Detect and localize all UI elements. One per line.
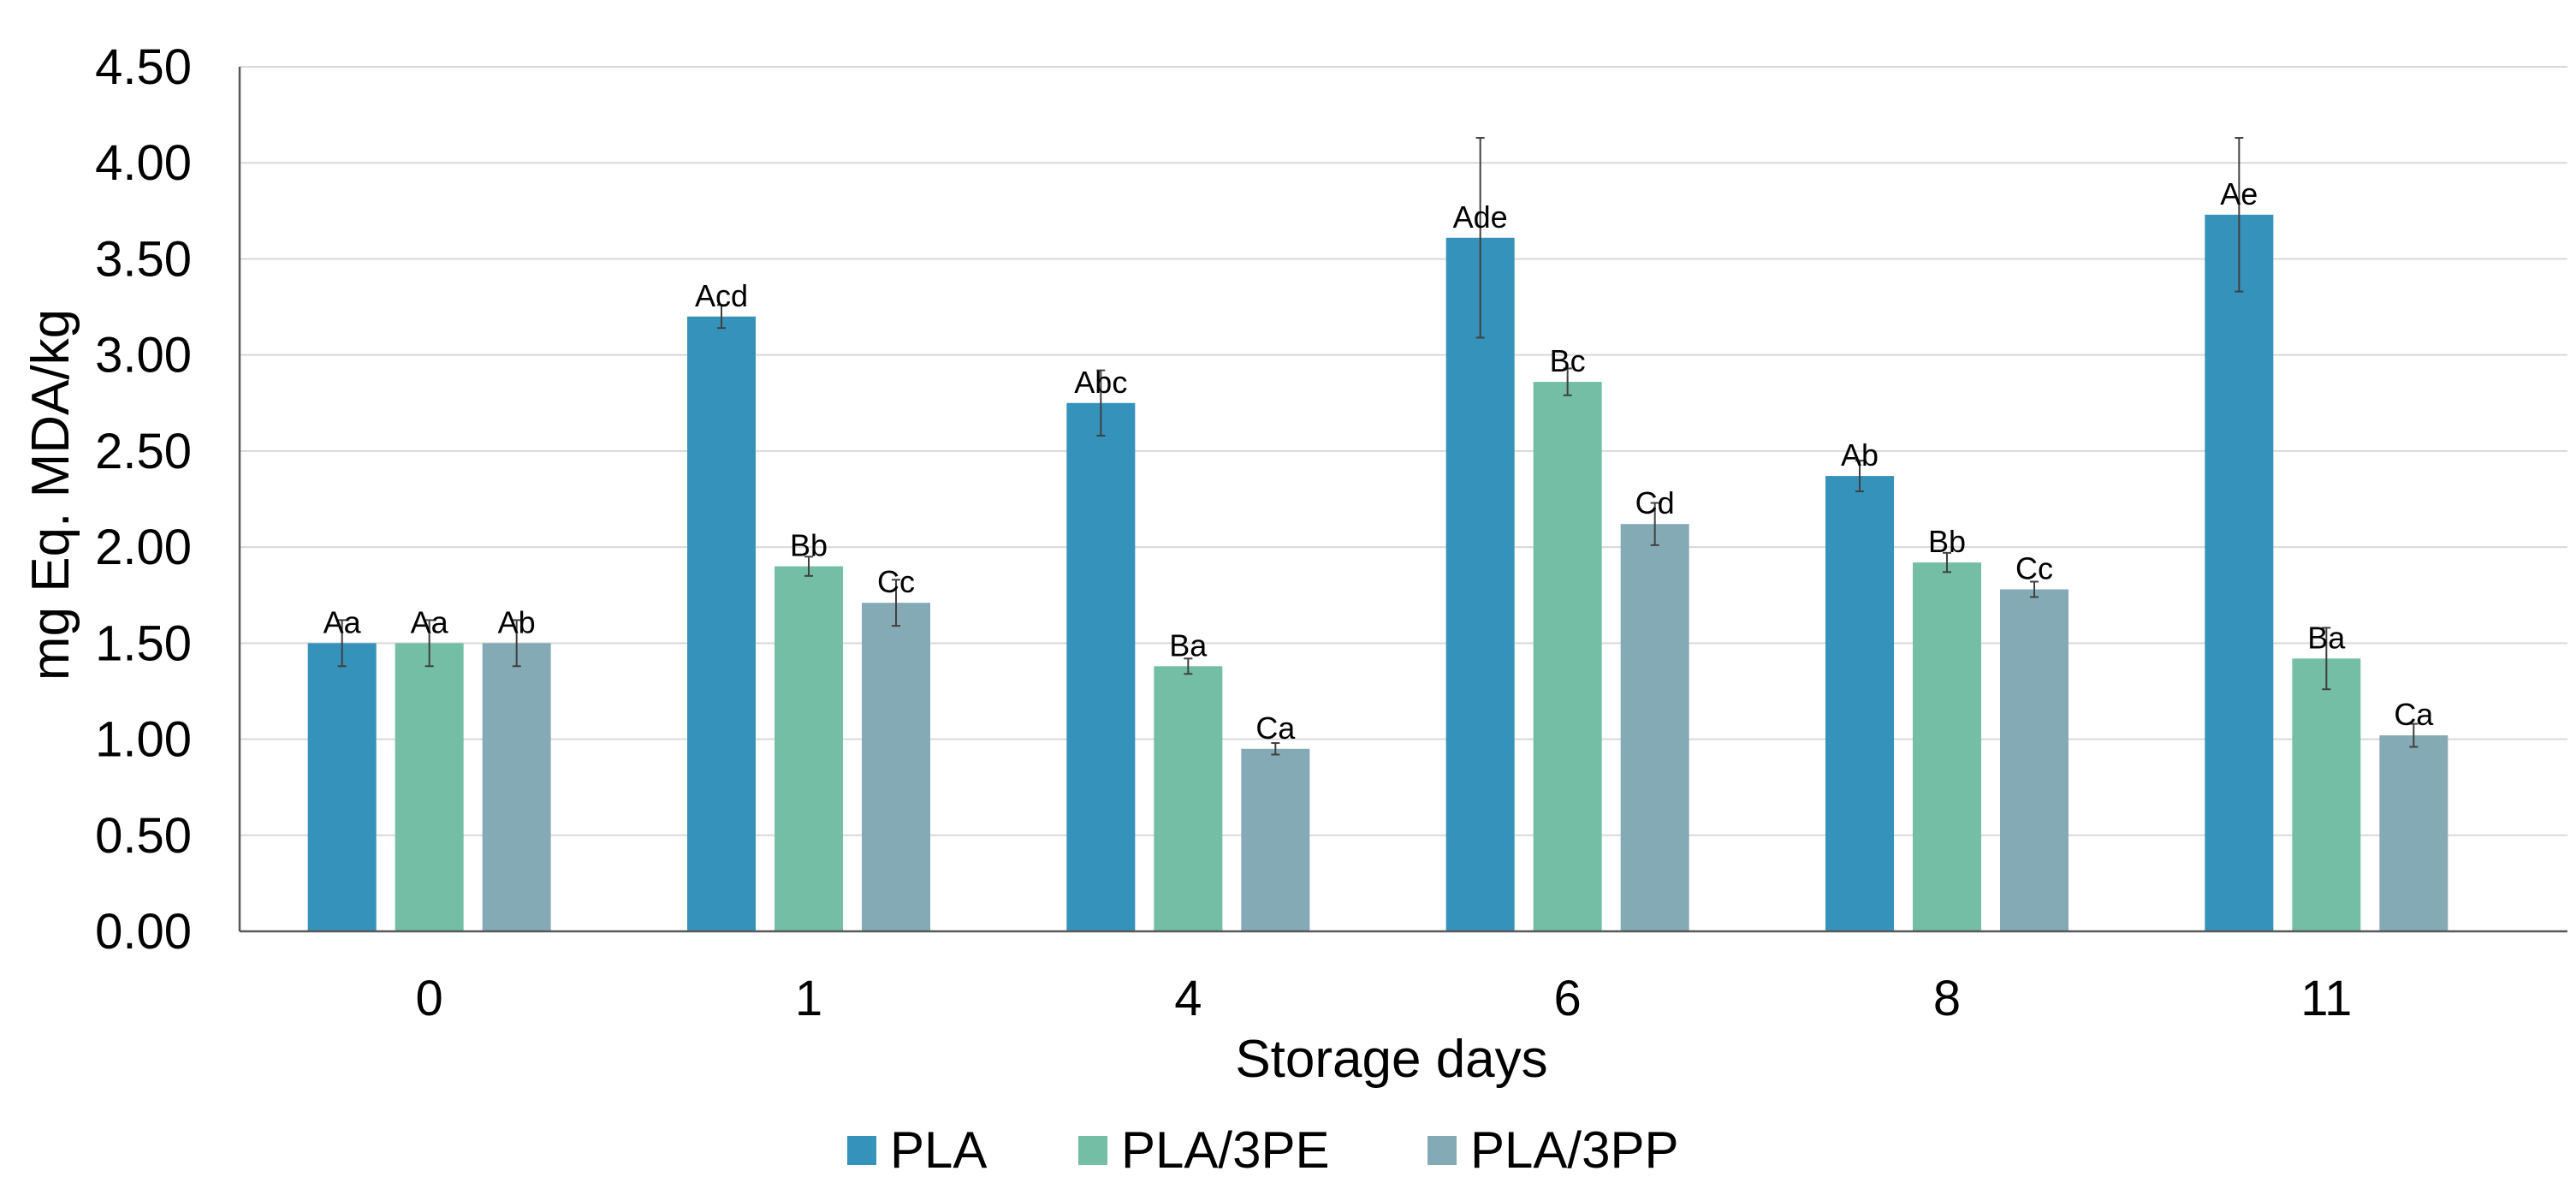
error-bar-pla-3pp-day-1 [892,579,900,627]
data-label-pla-3pp-day-8: Cc [2015,550,2053,586]
data-label-pla-3pe-day-0: Aa [411,604,449,639]
y-tick-label: 3.50 [95,231,192,287]
y-axis-title: mg Eq. MDA/kg [21,309,80,681]
x-tick-label: 1 [795,971,822,1026]
error-bar-pla-3pe-day-6 [1563,367,1572,396]
error-bar-pla-3pp-day-8 [2030,580,2039,598]
x-tick-label: 6 [1554,971,1582,1026]
bar-pla-3pp-day-1 [862,603,930,931]
data-label-pla-day-0: Aa [323,604,362,639]
error-bar-pla-day-6 [1475,137,1485,339]
bar-pla-3pp-day-4 [1241,748,1310,931]
y-tick-label: 0.00 [95,904,192,960]
error-bar-pla-3pe-day-8 [1943,551,1951,574]
error-bars [337,137,2419,756]
data-label-pla-3pe-day-11: Ba [2307,620,2346,655]
bar-pla-day-0 [307,643,377,931]
data-label-pla-3pp-day-4: Ca [1255,710,1296,746]
bar-pla-day-6 [1445,237,1515,931]
data-labels: Aa Aa Ab Acd Bb Cc Abc Ba Ca Ade Bc Cd Ab Bb Cc Ae Ba Ca [323,176,2435,746]
legend-swatch-pla-3pp [1427,1136,1457,1165]
y-tick-label: 2.50 [95,424,192,479]
bar-pla-day-8 [1825,476,1894,931]
error-bar-pla-day-0 [337,619,347,668]
legend-label-pla-3pp: PLA/3PP [1470,1121,1679,1177]
bar-pla-3pe-day-1 [775,566,843,931]
legend-swatch-pla [847,1136,876,1165]
bar-pla-3pe-day-6 [1533,382,1602,932]
legend-label-pla-3pe: PLA/3PE [1121,1121,1330,1177]
axes: 0.00 0.50 1.00 1.50 2.00 2.50 3.00 3.50 4.00 4.50… [95,39,2567,1026]
error-bar-pla-day-4 [1096,369,1106,437]
bar-pla-3pp-day-0 [482,643,551,931]
data-label-pla-3pp-day-1: Cc [877,564,915,599]
error-bar-pla-3pe-day-0 [424,619,434,668]
data-label-pla-3pe-day-8: Bb [1928,524,1966,559]
bar-pla-3pe-day-11 [2292,658,2361,931]
bar-pla-day-4 [1066,402,1136,931]
data-label-pla-day-4: Abc [1074,365,1127,400]
data-label-pla-3pe-day-6: Bc [1550,343,1586,378]
y-tick-label: 3.00 [95,328,192,383]
y-tick-label: 4.50 [95,39,192,95]
y-tick-label: 2.00 [95,520,192,575]
error-bar-pla-3pe-day-1 [804,556,813,577]
data-label-pla-3pe-day-1: Bb [790,528,828,563]
bar-pla-3pe-day-4 [1154,666,1223,931]
bar-pla-day-11 [2205,214,2274,932]
y-tick-label: 0.50 [95,808,192,864]
x-tick-label: 0 [416,971,443,1026]
bar-pla-3pp-day-8 [2000,589,2069,931]
error-bar-pla-day-11 [2235,137,2244,293]
data-label-pla-day-8: Ab [1841,437,1879,473]
legend-swatch-pla-3pe [1078,1136,1107,1165]
data-label-pla-day-1: Acd [695,278,748,313]
legend: PLA PLA/3PE PLA/3PP [847,1121,1679,1177]
x-tick-label: 11 [2300,971,2352,1026]
data-label-pla-3pp-day-11: Ca [2394,697,2434,732]
bar-pla-3pp-day-6 [1620,524,1689,931]
gridlines [240,66,2567,836]
bars [307,214,2448,932]
error-bar-pla-3pp-day-0 [512,619,521,668]
error-bar-pla-3pp-day-11 [2409,722,2419,748]
data-label-pla-day-6: Ade [1453,199,1508,235]
error-bar-pla-3pp-day-4 [1271,742,1280,756]
legend-label-pla: PLA [890,1121,987,1177]
x-axis-title: Storage days [1235,1030,1547,1089]
data-label-pla-3pp-day-0: Ab [498,604,536,639]
data-label-pla-3pe-day-4: Ba [1169,627,1208,663]
data-label-pla-3pp-day-6: Cd [1635,485,1675,520]
x-tick-label: 8 [1933,971,1961,1026]
y-tick-label: 4.00 [95,135,192,191]
bar-pla-day-1 [687,316,756,931]
bar-pla-3pe-day-0 [395,643,464,931]
error-bar-pla-3pp-day-6 [1650,502,1659,546]
error-bar-pla-3pe-day-11 [2322,627,2331,691]
x-tick-label: 4 [1174,971,1202,1026]
bar-pla-3pp-day-11 [2379,735,2448,931]
y-tick-label: 1.50 [95,615,192,671]
y-tick-label: 1.00 [95,712,192,768]
error-bar-pla-3pe-day-4 [1184,657,1193,675]
error-bar-pla-day-8 [1855,460,1864,493]
error-bar-pla-day-1 [717,304,726,330]
data-label-pla-day-11: Ae [2220,176,2258,211]
bar-pla-3pe-day-8 [1913,562,1981,931]
